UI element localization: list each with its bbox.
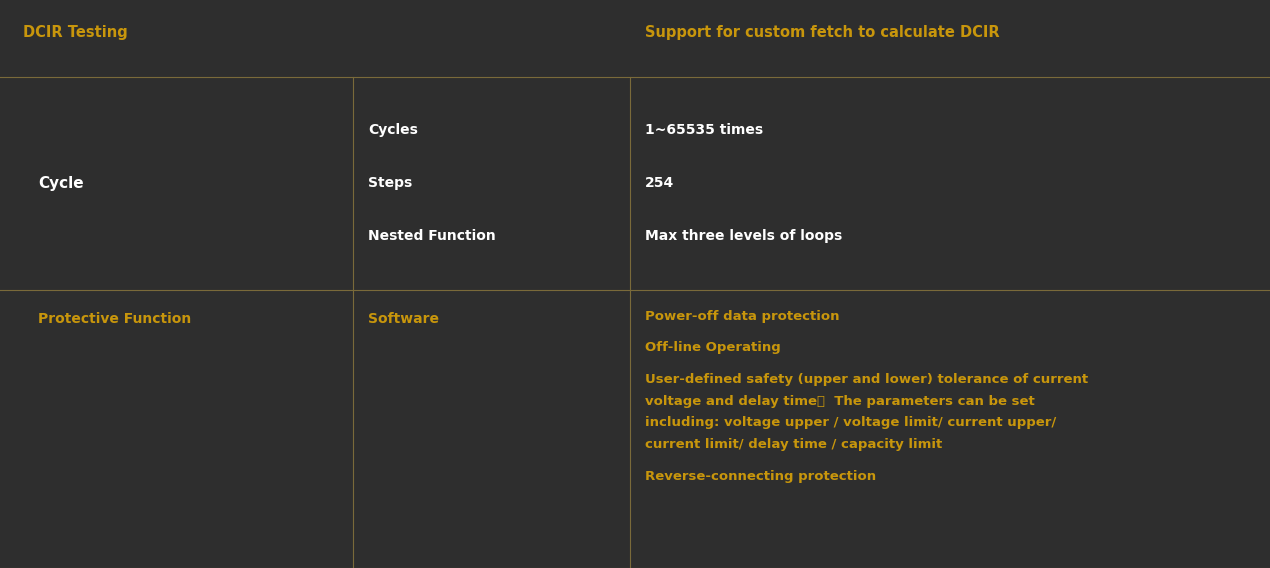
Text: Software: Software — [368, 312, 439, 327]
Text: voltage and delay time，  The parameters can be set: voltage and delay time， The parameters c… — [645, 395, 1035, 408]
Text: Max three levels of loops: Max three levels of loops — [645, 229, 842, 244]
Text: 254: 254 — [645, 176, 674, 190]
Text: Support for custom fetch to calculate DCIR: Support for custom fetch to calculate DC… — [645, 24, 999, 40]
Text: Protective Function: Protective Function — [38, 312, 192, 327]
Text: DCIR Testing: DCIR Testing — [23, 24, 127, 40]
Text: current limit/ delay time / capacity limit: current limit/ delay time / capacity lim… — [645, 438, 942, 451]
Text: User-defined safety (upper and lower) tolerance of current: User-defined safety (upper and lower) to… — [645, 373, 1088, 386]
Text: Power-off data protection: Power-off data protection — [645, 310, 839, 323]
Text: Reverse-connecting protection: Reverse-connecting protection — [645, 470, 876, 483]
Text: 1~65535 times: 1~65535 times — [645, 123, 763, 137]
Text: Cycle: Cycle — [38, 176, 84, 191]
Text: Cycles: Cycles — [368, 123, 418, 137]
Text: Off-line Operating: Off-line Operating — [645, 341, 781, 354]
Text: including: voltage upper / voltage limit/ current upper/: including: voltage upper / voltage limit… — [645, 416, 1057, 429]
Text: Steps: Steps — [368, 176, 413, 190]
Text: Nested Function: Nested Function — [368, 229, 497, 244]
